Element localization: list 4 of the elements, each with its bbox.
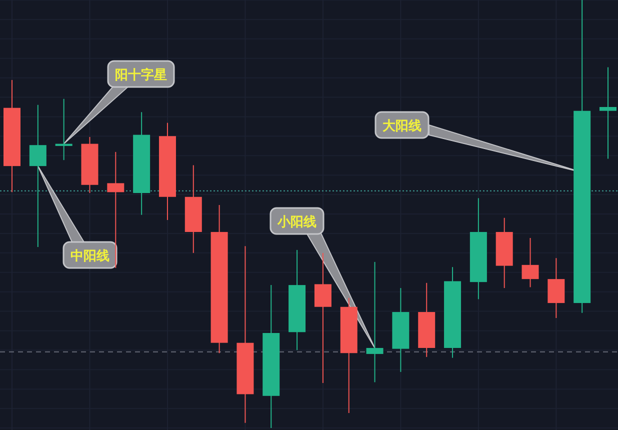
annotation: 大阳线	[382, 119, 422, 134]
annotation: 中阳线	[70, 249, 110, 264]
annotation: 小阳线	[276, 215, 316, 230]
annotation: 阳十字星	[115, 67, 167, 83]
